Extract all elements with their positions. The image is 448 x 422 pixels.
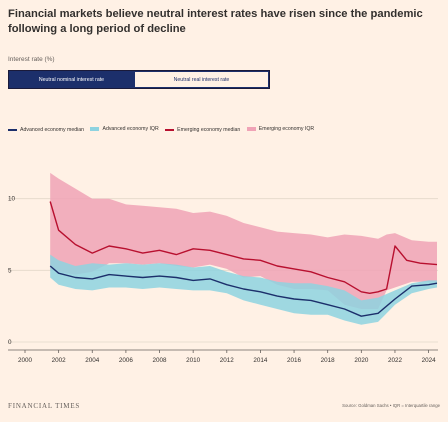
legend-swatch xyxy=(165,129,175,131)
ft-logo: FINANCIAL TIMES xyxy=(8,402,81,410)
legend-swatch xyxy=(8,129,17,131)
x-tick-label: 2012 xyxy=(220,357,235,364)
legend-item: Advanced economy IQR xyxy=(90,125,159,133)
x-tick-label: 2002 xyxy=(52,357,67,364)
x-tick-label: 2022 xyxy=(388,357,403,364)
rate-toggle: Neutral nominal interest rate Neutral re… xyxy=(8,70,270,89)
legend-item: Advanced economy median xyxy=(8,126,84,134)
legend-item: Emerging economy IQR xyxy=(246,125,315,133)
legend-label: Emerging economy IQR xyxy=(258,126,315,132)
legend-label: Advanced economy IQR xyxy=(102,126,159,132)
toggle-neutral-real-button[interactable]: Neutral real interest rate xyxy=(134,71,269,88)
chart-subtitle: Interest rate (%) xyxy=(8,56,55,63)
y-tick-label: 0 xyxy=(8,339,12,346)
x-tick-label: 2000 xyxy=(18,357,33,364)
x-tick-label: 2010 xyxy=(186,357,201,364)
x-tick-label: 2016 xyxy=(287,357,302,364)
legend-label: Advanced economy median xyxy=(20,127,85,133)
x-tick-label: 2006 xyxy=(119,357,134,364)
advanced-economy-median-line xyxy=(49,265,438,317)
x-tick-label: 2024 xyxy=(422,357,437,364)
chart-legend: Advanced economy median Advanced economy… xyxy=(8,125,438,134)
legend-label: Emerging economy median xyxy=(177,127,241,133)
y-tick-label: 10 xyxy=(8,196,16,203)
x-tick-label: 2004 xyxy=(85,357,100,364)
x-tick-label: 2008 xyxy=(153,357,168,364)
y-tick-label: 5 xyxy=(8,267,12,274)
toggle-neutral-nominal-button[interactable]: Neutral nominal interest rate xyxy=(9,71,134,88)
x-tick-label: 2014 xyxy=(253,357,268,364)
legend-swatch xyxy=(90,127,100,131)
legend-item: Emerging economy median xyxy=(165,126,240,134)
x-tick-label: 2020 xyxy=(354,357,369,364)
chart-title: Financial markets believe neutral intere… xyxy=(8,8,423,35)
source-note: Source: Goldman Sachs • IQR = Interquart… xyxy=(342,403,440,408)
emerging-economy-median-line xyxy=(49,201,438,294)
emerging-economy-iqr-band xyxy=(50,172,437,309)
legend-swatch xyxy=(246,127,256,131)
x-tick-label: 2018 xyxy=(321,357,336,364)
